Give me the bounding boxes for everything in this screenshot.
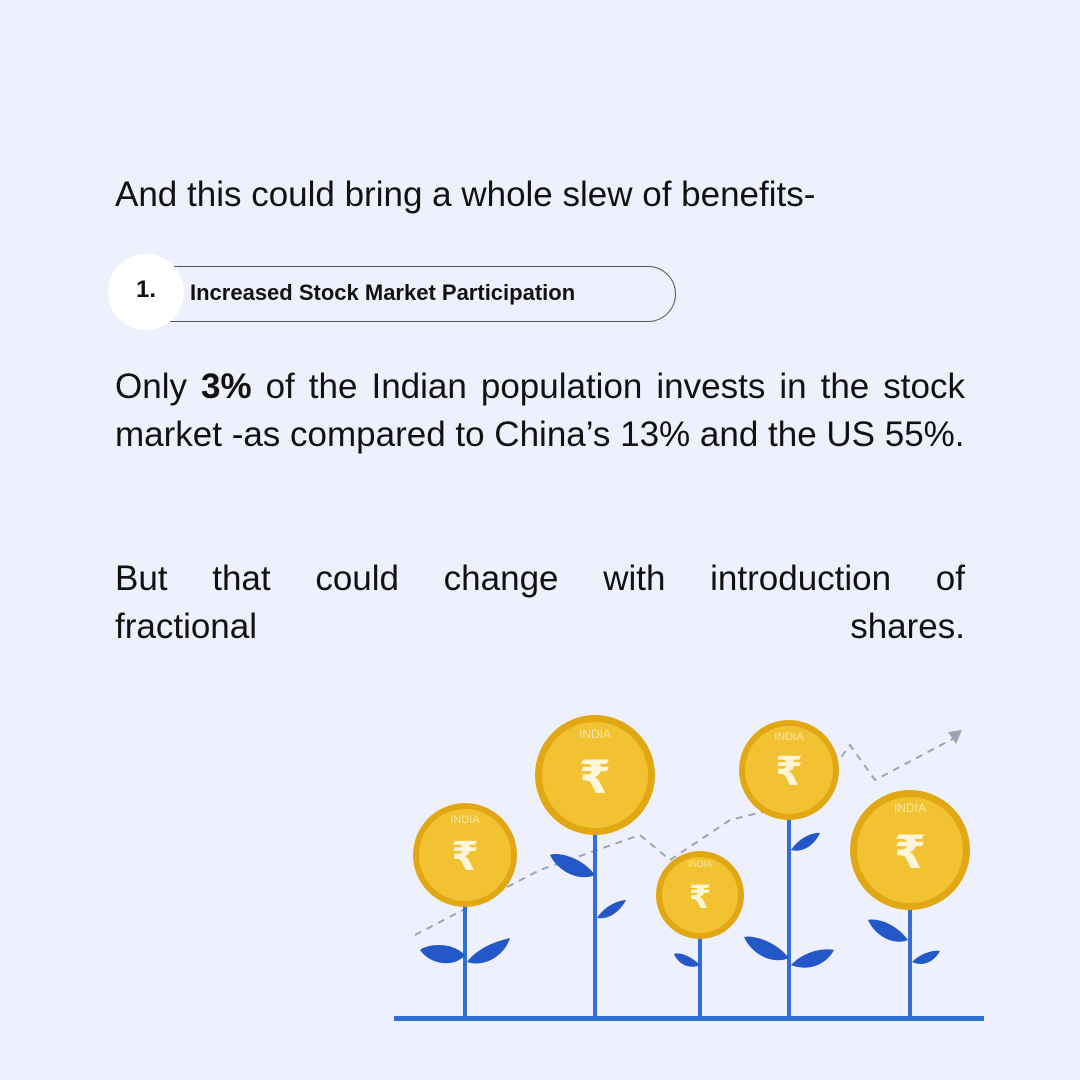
rupee-icon: ₹: [894, 825, 926, 879]
trend-line: [414, 734, 961, 936]
rupee-icon: ₹: [689, 878, 711, 916]
paragraph2-line1: But that could change with introduction …: [115, 559, 965, 598]
benefit-pill-outline: [138, 266, 676, 322]
paragraph-rest: of the Indian population invests in the …: [115, 367, 965, 454]
paragraph2-line2: fractional shares.: [115, 607, 965, 646]
coin-4-label: INDIA: [774, 731, 804, 743]
coin-plant-4: INDIA ₹: [739, 720, 839, 1018]
coin-1-label: INDIA: [450, 814, 480, 826]
benefit-number: 1.: [136, 276, 157, 303]
coin-plant-5: INDIA ₹: [850, 790, 970, 1018]
intro-heading: And this could bring a whole slew of ben…: [115, 175, 816, 214]
coin-plant-3: INDIA ₹: [656, 851, 744, 1018]
benefit-number-circle: [108, 254, 184, 330]
coin-3-label: INDIA: [688, 859, 712, 869]
coin-plant-2: INDIA ₹: [535, 715, 655, 1018]
benefit-title: Increased Stock Market Participation: [190, 280, 576, 305]
coin-plant-1: INDIA ₹: [413, 803, 517, 1018]
coin-2-label: INDIA: [579, 727, 611, 741]
rupee-icon: ₹: [451, 834, 479, 880]
paragraph-prefix: Only: [115, 367, 201, 406]
trend-arrow-icon: [948, 730, 962, 744]
benefit-pill: 1. Increased Stock Market Participation: [108, 254, 678, 330]
rupee-icon: ₹: [775, 749, 803, 795]
participation-paragraph: Only 3% of the Indian population invests…: [115, 363, 965, 459]
rupee-icon: ₹: [579, 750, 611, 804]
ground-line: [394, 1016, 984, 1021]
highlight-percentage: 3%: [200, 367, 252, 406]
coin-plants-illustration: INDIA ₹ INDIA ₹ INDIA ₹ INDIA ₹: [394, 715, 984, 1021]
fractional-shares-paragraph: But that could change with introduction …: [115, 555, 965, 651]
coin-5-label: INDIA: [894, 801, 926, 815]
